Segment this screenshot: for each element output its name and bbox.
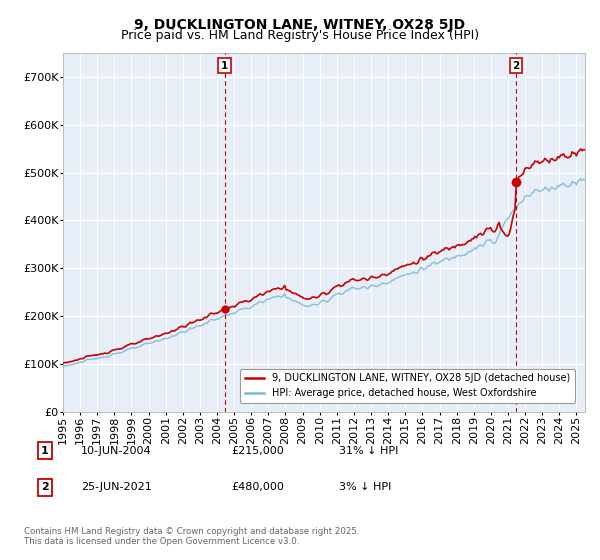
Text: 2: 2 (41, 482, 49, 492)
Text: 9, DUCKLINGTON LANE, WITNEY, OX28 5JD: 9, DUCKLINGTON LANE, WITNEY, OX28 5JD (134, 18, 466, 32)
Text: 31% ↓ HPI: 31% ↓ HPI (339, 446, 398, 456)
Text: 3% ↓ HPI: 3% ↓ HPI (339, 482, 391, 492)
Text: Price paid vs. HM Land Registry's House Price Index (HPI): Price paid vs. HM Land Registry's House … (121, 29, 479, 42)
Text: 25-JUN-2021: 25-JUN-2021 (81, 482, 152, 492)
Text: Contains HM Land Registry data © Crown copyright and database right 2025.
This d: Contains HM Land Registry data © Crown c… (24, 526, 359, 546)
Text: 1: 1 (41, 446, 49, 456)
Legend: 9, DUCKLINGTON LANE, WITNEY, OX28 5JD (detached house), HPI: Average price, deta: 9, DUCKLINGTON LANE, WITNEY, OX28 5JD (d… (240, 368, 575, 403)
Text: 2: 2 (512, 60, 520, 71)
Text: 10-JUN-2004: 10-JUN-2004 (81, 446, 152, 456)
Text: 1: 1 (221, 60, 228, 71)
Text: £215,000: £215,000 (231, 446, 284, 456)
Text: £480,000: £480,000 (231, 482, 284, 492)
